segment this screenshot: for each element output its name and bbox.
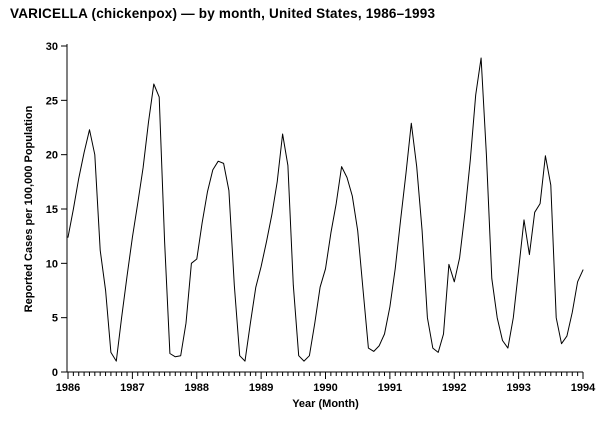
data-line <box>67 57 584 362</box>
y-tick-label: 25 <box>46 95 58 107</box>
x-tick-label: 1993 <box>506 382 530 394</box>
x-tick-label: 1989 <box>249 382 273 394</box>
chart-title: VARICELLA (chickenpox) — by month, Unite… <box>10 6 436 21</box>
x-tick-label: 1990 <box>313 382 337 394</box>
x-tick-label: 1994 <box>571 382 596 394</box>
y-tick-label: 30 <box>46 41 58 53</box>
x-tick-label: 1991 <box>378 382 402 394</box>
y-tick-label: 15 <box>46 204 58 216</box>
x-tick-label: 1988 <box>185 382 209 394</box>
y-axis-title: Reported Cases per 100,000 Population <box>23 105 35 312</box>
x-tick-label: 1987 <box>120 382 144 394</box>
x-tick-label: 1992 <box>442 382 466 394</box>
y-tick-label: 20 <box>46 150 58 162</box>
x-axis-title: Year (Month) <box>292 398 359 410</box>
y-tick-label: 5 <box>52 313 58 325</box>
y-tick-label: 10 <box>46 258 58 270</box>
x-tick-label: 1986 <box>56 382 80 394</box>
y-tick-label: 0 <box>52 367 58 379</box>
